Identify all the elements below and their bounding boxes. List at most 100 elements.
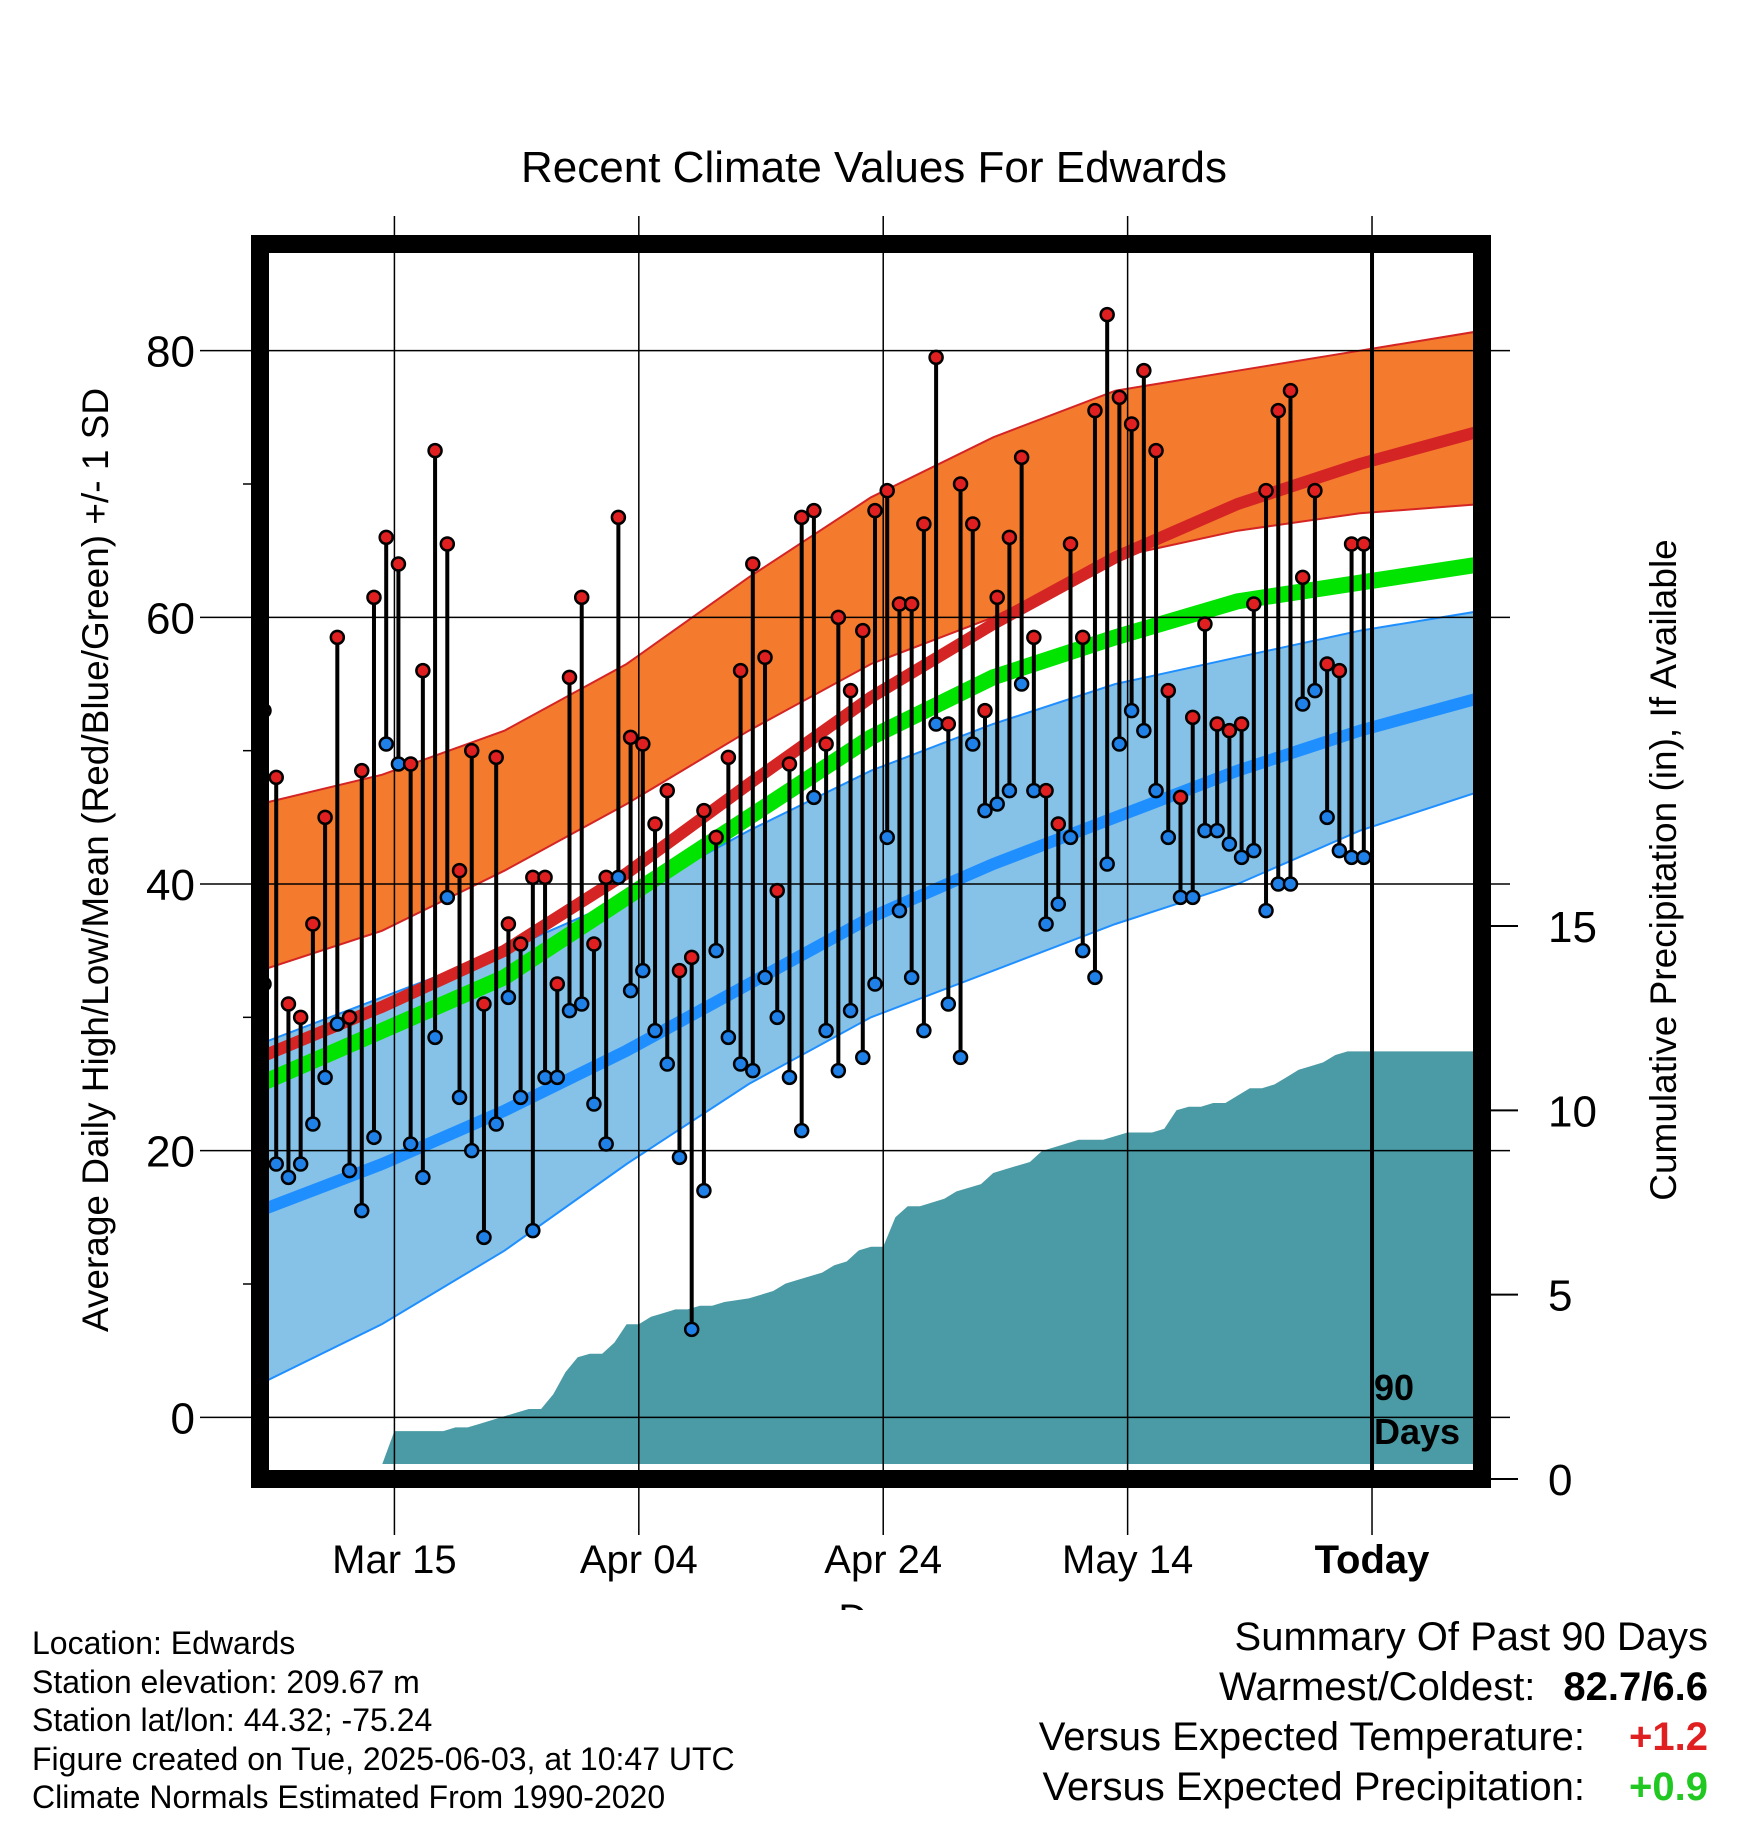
low-point [292,1156,309,1172]
high-point [354,762,370,779]
low-point [500,989,517,1006]
high-point [671,962,688,979]
x-tick-label: Mar 15 [332,1538,457,1582]
high-point [720,749,737,766]
low-point [488,1116,504,1132]
low-point [402,1136,419,1152]
high-point [1233,716,1250,732]
low-point [781,1069,798,1086]
low-point [268,1156,284,1172]
temperature-departure-label: Versus Expected Temperature: [1038,1715,1585,1759]
high-point [647,816,663,832]
low-point [1111,736,1128,752]
low-point [329,1016,346,1032]
low-point [1184,889,1201,906]
high-point [610,509,627,526]
high-point [561,669,578,686]
high-point [1026,629,1042,646]
low-point [586,1096,602,1112]
x-axis-label: Day [838,1597,909,1610]
location-text: Location: Edwards [32,1625,296,1661]
y2-tick-label: 0 [1548,1456,1572,1505]
low-point [830,1062,847,1079]
summary-heading: Summary Of Past 90 Days [1234,1615,1708,1659]
low-point [1087,969,1103,986]
temperature-bars [256,306,1372,1338]
low-point [720,1029,737,1046]
y-tick-label: 40 [146,861,195,910]
high-point [903,596,920,612]
high-point [989,589,1005,606]
low-point [1209,822,1225,839]
low-point [1038,916,1054,932]
high-point [341,1009,358,1026]
low-point [965,736,981,752]
y-tick-label: 60 [146,594,195,643]
high-point [1136,362,1152,379]
high-point [830,609,847,626]
low-point [305,1116,321,1132]
low-point [378,736,394,752]
low-point [1160,829,1177,846]
high-point [500,916,517,932]
low-point [341,1162,358,1179]
low-point [366,1129,382,1146]
low-point [708,942,724,959]
high-point [1013,449,1030,466]
low-point [451,1089,468,1106]
high-point [1209,716,1225,732]
high-point [1319,656,1335,672]
high-point [1074,629,1091,646]
high-point [659,782,676,799]
low-point [977,802,993,819]
high-point [390,556,407,572]
x-tick-label: Apr 24 [824,1538,942,1582]
low-point [561,1002,578,1019]
low-point [1246,842,1262,859]
high-point [708,829,724,846]
temperature-departure-row: Versus Expected Temperature: +1.2 [1039,1712,1708,1762]
x-tick-label: May 14 [1062,1538,1193,1582]
high-point [769,882,785,899]
low-point [1062,829,1079,846]
low-point [1356,849,1372,866]
high-point [317,809,333,826]
normals-text: Climate Normals Estimated From 1990-2020 [32,1779,666,1815]
low-point [732,1056,749,1072]
high-point [488,749,504,766]
low-point [1050,896,1067,912]
low-point [1136,722,1152,739]
y-tick-label: 80 [146,328,195,377]
low-point [659,1056,676,1072]
low-point [512,1089,529,1106]
latlon-text: Station lat/lon: 44.32; -75.24 [32,1702,433,1738]
high-point [329,629,346,646]
low-point [683,1321,700,1338]
low-point [1258,902,1274,919]
low-point [1001,782,1018,799]
low-point [757,969,773,986]
low-point [1123,702,1140,719]
created-text: Figure created on Tue, 2025-06-03, at 10… [32,1740,735,1777]
low-point [671,1149,688,1166]
low-point [696,1182,712,1199]
x-tick-label: Apr 04 [580,1538,698,1582]
high-point [415,662,431,679]
high-point [855,622,871,639]
plot-frame [251,235,1491,1488]
y-tick-label: 20 [146,1128,195,1177]
low-point [549,1069,566,1086]
today-days-label: 90 [1374,1367,1414,1408]
low-point [598,1136,614,1152]
low-point [317,1069,333,1086]
precipitation-area [382,1051,1482,1464]
low-point [818,1022,834,1039]
elevation-text: Station elevation: 209.67 m [32,1663,420,1700]
low-point [1148,782,1164,799]
high-point [1282,382,1299,399]
low-point [280,1169,297,1186]
high-point [1050,816,1067,832]
high-point [1111,389,1128,406]
high-point [757,649,773,666]
high-point [1331,662,1348,679]
